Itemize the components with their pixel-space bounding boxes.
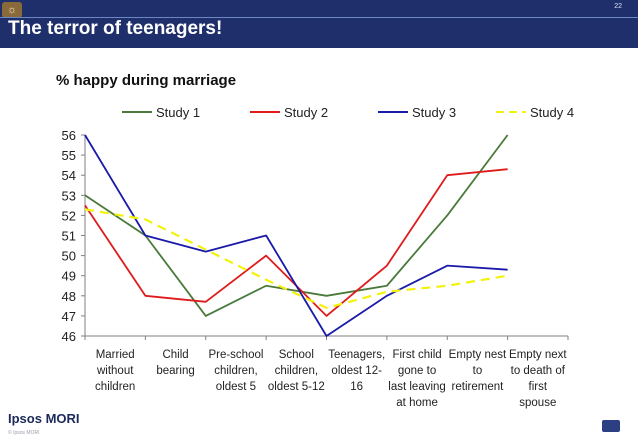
x-tick-label: oldest 5 [216,381,256,393]
page-number: 22 [614,3,622,10]
x-tick-label: gone to [398,365,436,377]
y-tick-label: 48 [62,289,76,304]
brand-logo: Ipsos MORI [8,411,80,426]
x-tick-label: 16 [350,381,363,393]
x-tick-label: to [473,365,483,377]
x-tick-label: Child [162,349,188,361]
ipsos-emblem-icon: ☼ [2,2,22,18]
x-tick-label: bearing [156,365,194,377]
chart-title: % happy during marriage [56,72,236,89]
x-tick-label: oldest 12- [331,365,382,377]
legend-label: Study 1 [156,105,200,120]
legend-label: Study 2 [284,105,328,120]
series-line-study-3 [84,134,508,337]
legend-label: Study 4 [530,105,574,120]
copyright-text: © Ipsos MORI [8,430,40,436]
x-tick-label: Married [96,349,135,361]
x-tick-label: children, [275,365,318,377]
x-tick-label: children [95,381,135,393]
x-tick-label: Pre-school [208,349,263,361]
x-tick-label: Teenagers, [328,349,385,361]
y-tick-label: 51 [62,229,76,244]
x-tick-label: spouse [519,397,556,409]
y-tick-label: 49 [62,269,76,284]
x-tick-label: oldest 5-12 [268,381,325,393]
x-tick-label: Empty next [509,349,567,361]
x-tick-label: without [96,365,134,377]
x-tick-label: First child [392,349,441,361]
corner-logo-icon [602,420,620,432]
y-tick-label: 55 [62,148,76,163]
y-tick-label: 50 [62,249,76,264]
header-divider [0,17,638,18]
series-line-study-4 [84,208,508,309]
x-tick-label: at home [396,397,438,409]
x-tick-label: last leaving [388,381,446,393]
y-tick-label: 46 [62,329,76,344]
x-tick-label: children, [214,365,257,377]
series-line-study-1 [84,134,509,317]
y-tick-label: 47 [62,309,76,324]
y-tick-label: 54 [62,168,76,183]
x-tick-label: Empty nest [449,349,507,361]
x-tick-label: retirement [452,381,505,393]
slide-title: The terror of teenagers! [8,18,223,39]
x-tick-label: first [529,381,548,393]
y-tick-label: 53 [62,188,76,203]
legend-label: Study 3 [412,105,456,120]
x-tick-label: School [279,349,314,361]
header-bar: ☼ The terror of teenagers! 22 [0,0,638,48]
y-tick-label: 52 [62,208,76,223]
y-tick-label: 56 [62,128,76,143]
x-tick-label: to death of [511,365,566,377]
